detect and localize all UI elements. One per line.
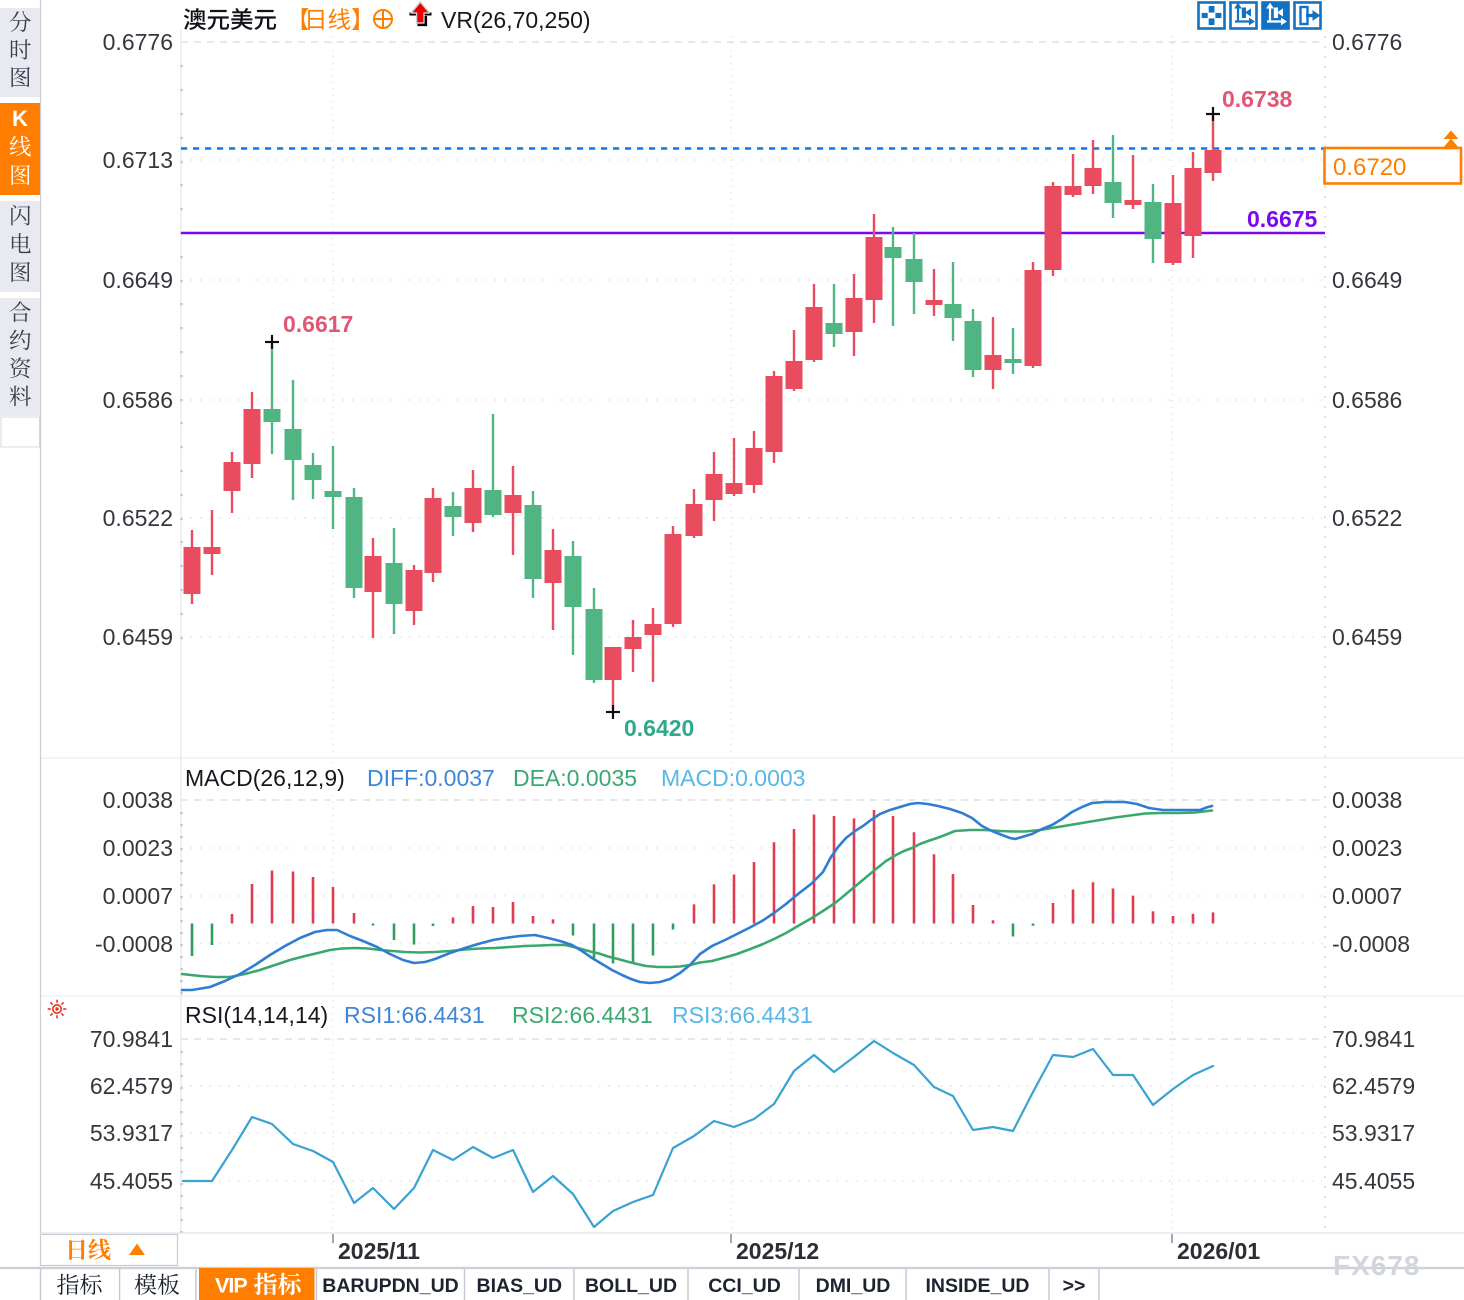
svg-text:2025/11: 2025/11: [338, 1238, 420, 1264]
svg-text:45.4055: 45.4055: [90, 1168, 173, 1194]
svg-text:DMI_UD: DMI_UD: [816, 1275, 891, 1297]
svg-text:CCI_UD: CCI_UD: [708, 1275, 781, 1297]
svg-text:RSI2:66.4431: RSI2:66.4431: [512, 1002, 653, 1028]
svg-text:-0.0008: -0.0008: [95, 931, 173, 957]
svg-text:RSI1:66.4431: RSI1:66.4431: [344, 1002, 485, 1028]
svg-text:2026/01: 2026/01: [1177, 1238, 1260, 1264]
svg-text:INSIDE_UD: INSIDE_UD: [925, 1275, 1029, 1297]
svg-text:0.6649: 0.6649: [103, 267, 173, 293]
svg-text:K: K: [12, 106, 28, 131]
svg-text:0.6420: 0.6420: [624, 715, 694, 741]
svg-text:0.6776: 0.6776: [1332, 29, 1402, 55]
svg-text:0.6675: 0.6675: [1247, 206, 1318, 232]
svg-text:RSI(14,14,14): RSI(14,14,14): [185, 1002, 328, 1028]
svg-text:DIFF:0.0037: DIFF:0.0037: [367, 765, 495, 791]
svg-text:0.0038: 0.0038: [1332, 787, 1402, 813]
svg-text:BARUPDN_UD: BARUPDN_UD: [322, 1275, 459, 1297]
svg-text:0.6720: 0.6720: [1333, 154, 1406, 181]
svg-text:0.6522: 0.6522: [103, 505, 173, 531]
svg-text:0.0007: 0.0007: [1332, 883, 1402, 909]
svg-text:-0.0008: -0.0008: [1332, 931, 1410, 957]
svg-text:0.6738: 0.6738: [1222, 86, 1293, 112]
svg-text:MACD(26,12,9): MACD(26,12,9): [185, 765, 345, 791]
svg-text:0.6459: 0.6459: [103, 624, 173, 650]
svg-text:45.4055: 45.4055: [1332, 1168, 1415, 1194]
svg-text:FX678: FX678: [1333, 1250, 1421, 1281]
svg-text:0.6713: 0.6713: [103, 147, 173, 173]
svg-text:BIAS_UD: BIAS_UD: [476, 1275, 562, 1297]
svg-text:62.4579: 62.4579: [90, 1073, 173, 1099]
svg-text:0.6586: 0.6586: [1332, 387, 1402, 413]
svg-text:BOLL_UD: BOLL_UD: [585, 1275, 677, 1297]
svg-text:RSI3:66.4431: RSI3:66.4431: [672, 1002, 813, 1028]
svg-text:0.0007: 0.0007: [103, 883, 173, 909]
svg-text:0.0023: 0.0023: [103, 835, 173, 861]
svg-text:VR(26,70,250): VR(26,70,250): [441, 7, 591, 33]
svg-text:DEA:0.0035: DEA:0.0035: [513, 765, 637, 791]
svg-text:>>: >>: [1063, 1275, 1086, 1297]
svg-text:70.9841: 70.9841: [90, 1026, 173, 1052]
svg-text:53.9317: 53.9317: [90, 1120, 173, 1146]
svg-text:2025/12: 2025/12: [736, 1238, 819, 1264]
svg-text:0.0038: 0.0038: [103, 787, 173, 813]
svg-text:0.6459: 0.6459: [1332, 624, 1402, 650]
svg-text:0.6617: 0.6617: [283, 311, 353, 337]
svg-text:70.9841: 70.9841: [1332, 1026, 1415, 1052]
svg-text:0.6649: 0.6649: [1332, 267, 1402, 293]
svg-text:0.6522: 0.6522: [1332, 505, 1402, 531]
svg-text:0.0023: 0.0023: [1332, 835, 1402, 861]
svg-text:VIP: VIP: [215, 1274, 247, 1298]
svg-text:62.4579: 62.4579: [1332, 1073, 1415, 1099]
svg-text:MACD:0.0003: MACD:0.0003: [661, 765, 805, 791]
svg-text:0.6586: 0.6586: [103, 387, 173, 413]
svg-text:53.9317: 53.9317: [1332, 1120, 1415, 1146]
svg-text:0.6776: 0.6776: [103, 29, 173, 55]
